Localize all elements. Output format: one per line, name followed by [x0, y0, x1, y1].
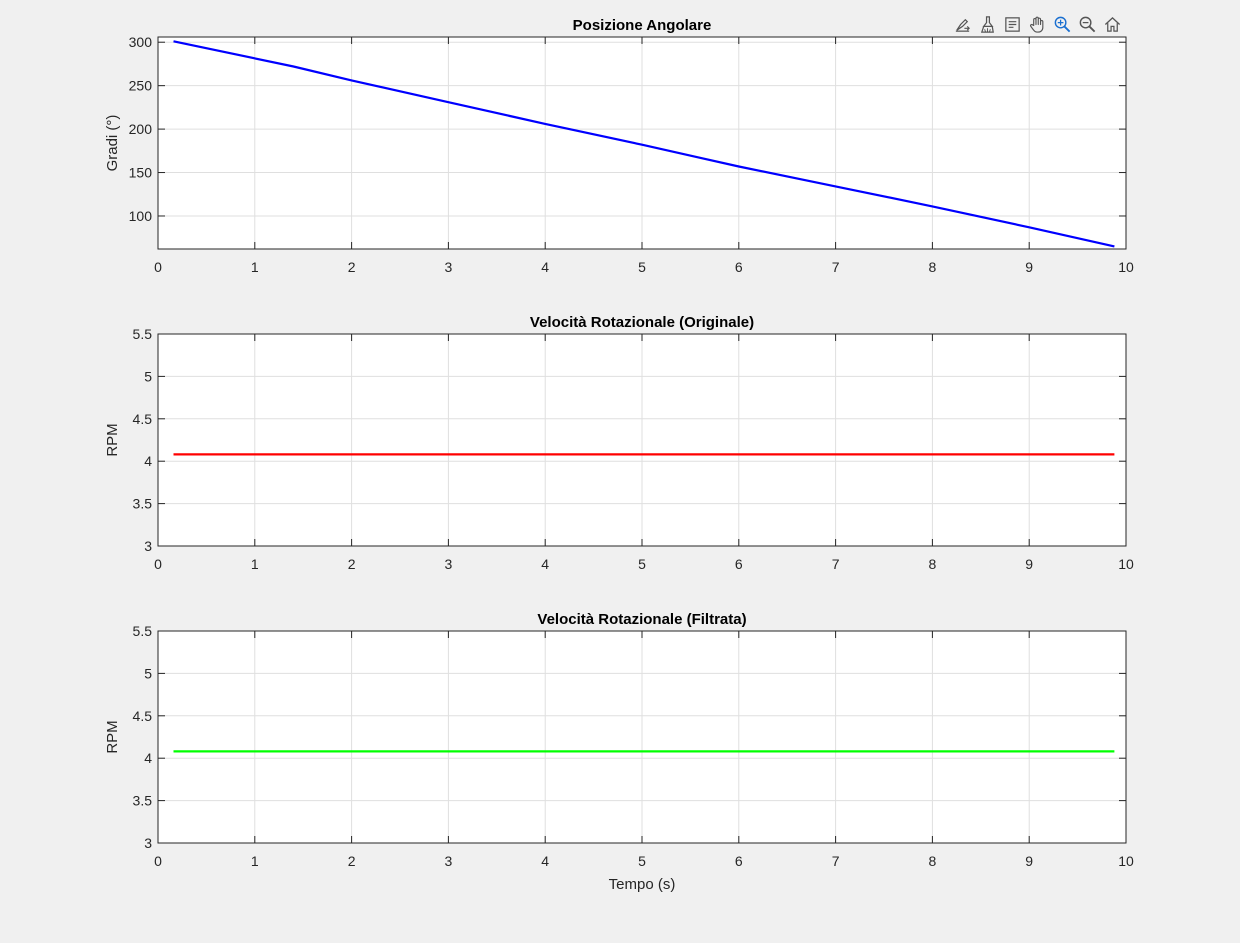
- x-tick-label: 2: [348, 853, 356, 869]
- y-tick-label: 5: [144, 368, 152, 384]
- zoom-out-button[interactable]: [1075, 12, 1099, 36]
- chart-title: Velocità Rotazionale (Filtrata): [537, 611, 746, 628]
- x-tick-label: 7: [832, 259, 840, 275]
- zoom-out-icon: [1079, 16, 1095, 32]
- y-axis-label: RPM: [104, 423, 121, 456]
- zoom-in-button[interactable]: [1050, 12, 1074, 36]
- subplot-2: 0 1 2 3 4 5 6 7 8 9 10 3 3.5 4 4.5 5 5.5 Velocità Rotazio…: [104, 314, 1134, 572]
- x-tick-label: 7: [832, 853, 840, 869]
- x-tick-label: 3: [445, 259, 453, 275]
- y-tick-label: 3: [144, 835, 152, 851]
- x-tick-label: 6: [735, 259, 743, 275]
- x-tick-label: 6: [735, 556, 743, 572]
- x-tick-label: 4: [541, 853, 549, 869]
- subplot-1: 0 1 2 3 4 5 6 7 8 9 10 100 150 200 250 300 Posizione Ang…: [104, 17, 1134, 275]
- x-tick-label: 10: [1118, 556, 1134, 572]
- y-axis-label: RPM: [104, 720, 121, 753]
- x-tick-label: 5: [638, 259, 646, 275]
- x-tick-label: 9: [1025, 556, 1033, 572]
- pan-hand-icon: [1029, 16, 1043, 33]
- x-tick-label: 3: [445, 556, 453, 572]
- zoom-in-icon: [1054, 16, 1070, 32]
- y-tick-label: 300: [129, 34, 153, 50]
- brush-icon: [980, 15, 994, 33]
- y-tick-label: 250: [129, 78, 153, 94]
- x-tick-label: 7: [832, 556, 840, 572]
- export-button[interactable]: [950, 12, 974, 36]
- y-tick-label: 150: [129, 165, 153, 181]
- y-axis-label: Gradi (°): [104, 115, 121, 172]
- y-tick-label: 4: [144, 453, 152, 469]
- home-icon: [1104, 16, 1120, 32]
- series-line-1: [173, 40, 1115, 248]
- x-tick-label: 1: [251, 556, 259, 572]
- x-tick-label: 4: [541, 259, 549, 275]
- x-tick-label: 5: [638, 853, 646, 869]
- y-tick-label: 3: [144, 538, 152, 554]
- x-tick-label: 8: [929, 556, 937, 572]
- x-tick-label: 8: [929, 853, 937, 869]
- x-tick-label: 5: [638, 556, 646, 572]
- x-tick-label: 4: [541, 556, 549, 572]
- subplot-3: 0 1 2 3 4 5 6 7 8 9 10 3 3.5 4 4.5 5 5.5 Velocità Rotazio…: [104, 611, 1134, 893]
- y-tick-label: 5.5: [133, 326, 153, 342]
- y-tick-label: 4.5: [133, 708, 153, 724]
- y-tick-label: 200: [129, 121, 153, 137]
- axes-toolbar: [950, 12, 1124, 36]
- y-tick-label: 4: [144, 750, 152, 766]
- datatip-icon: [1004, 16, 1020, 32]
- chart-title: Velocità Rotazionale (Originale): [530, 314, 754, 331]
- x-tick-label: 10: [1118, 853, 1134, 869]
- x-tick-label: 2: [348, 259, 356, 275]
- export-icon: [955, 18, 970, 32]
- x-tick-label: 1: [251, 853, 259, 869]
- y-tick-label: 100: [129, 208, 153, 224]
- y-tick-label: 3.5: [133, 793, 153, 809]
- brush-button[interactable]: [975, 12, 999, 36]
- x-tick-label: 0: [154, 853, 162, 869]
- x-tick-label: 2: [348, 556, 356, 572]
- datatip-button[interactable]: [1000, 12, 1024, 36]
- y-tick-label: 5.5: [133, 623, 153, 639]
- x-tick-label: 8: [929, 259, 937, 275]
- x-tick-label: 0: [154, 556, 162, 572]
- y-tick-label: 3.5: [133, 496, 153, 512]
- x-tick-label: 6: [735, 853, 743, 869]
- x-tick-label: 1: [251, 259, 259, 275]
- x-tick-label: 9: [1025, 259, 1033, 275]
- y-tick-label: 5: [144, 665, 152, 681]
- pan-button[interactable]: [1025, 12, 1049, 36]
- x-tick-label: 9: [1025, 853, 1033, 869]
- x-tick-label: 10: [1118, 259, 1134, 275]
- home-button[interactable]: [1100, 12, 1124, 36]
- y-tick-label: 4.5: [133, 411, 153, 427]
- x-tick-label: 0: [154, 259, 162, 275]
- chart-title: Posizione Angolare: [573, 17, 712, 34]
- x-axis-label: Tempo (s): [609, 876, 676, 893]
- x-tick-label: 3: [445, 853, 453, 869]
